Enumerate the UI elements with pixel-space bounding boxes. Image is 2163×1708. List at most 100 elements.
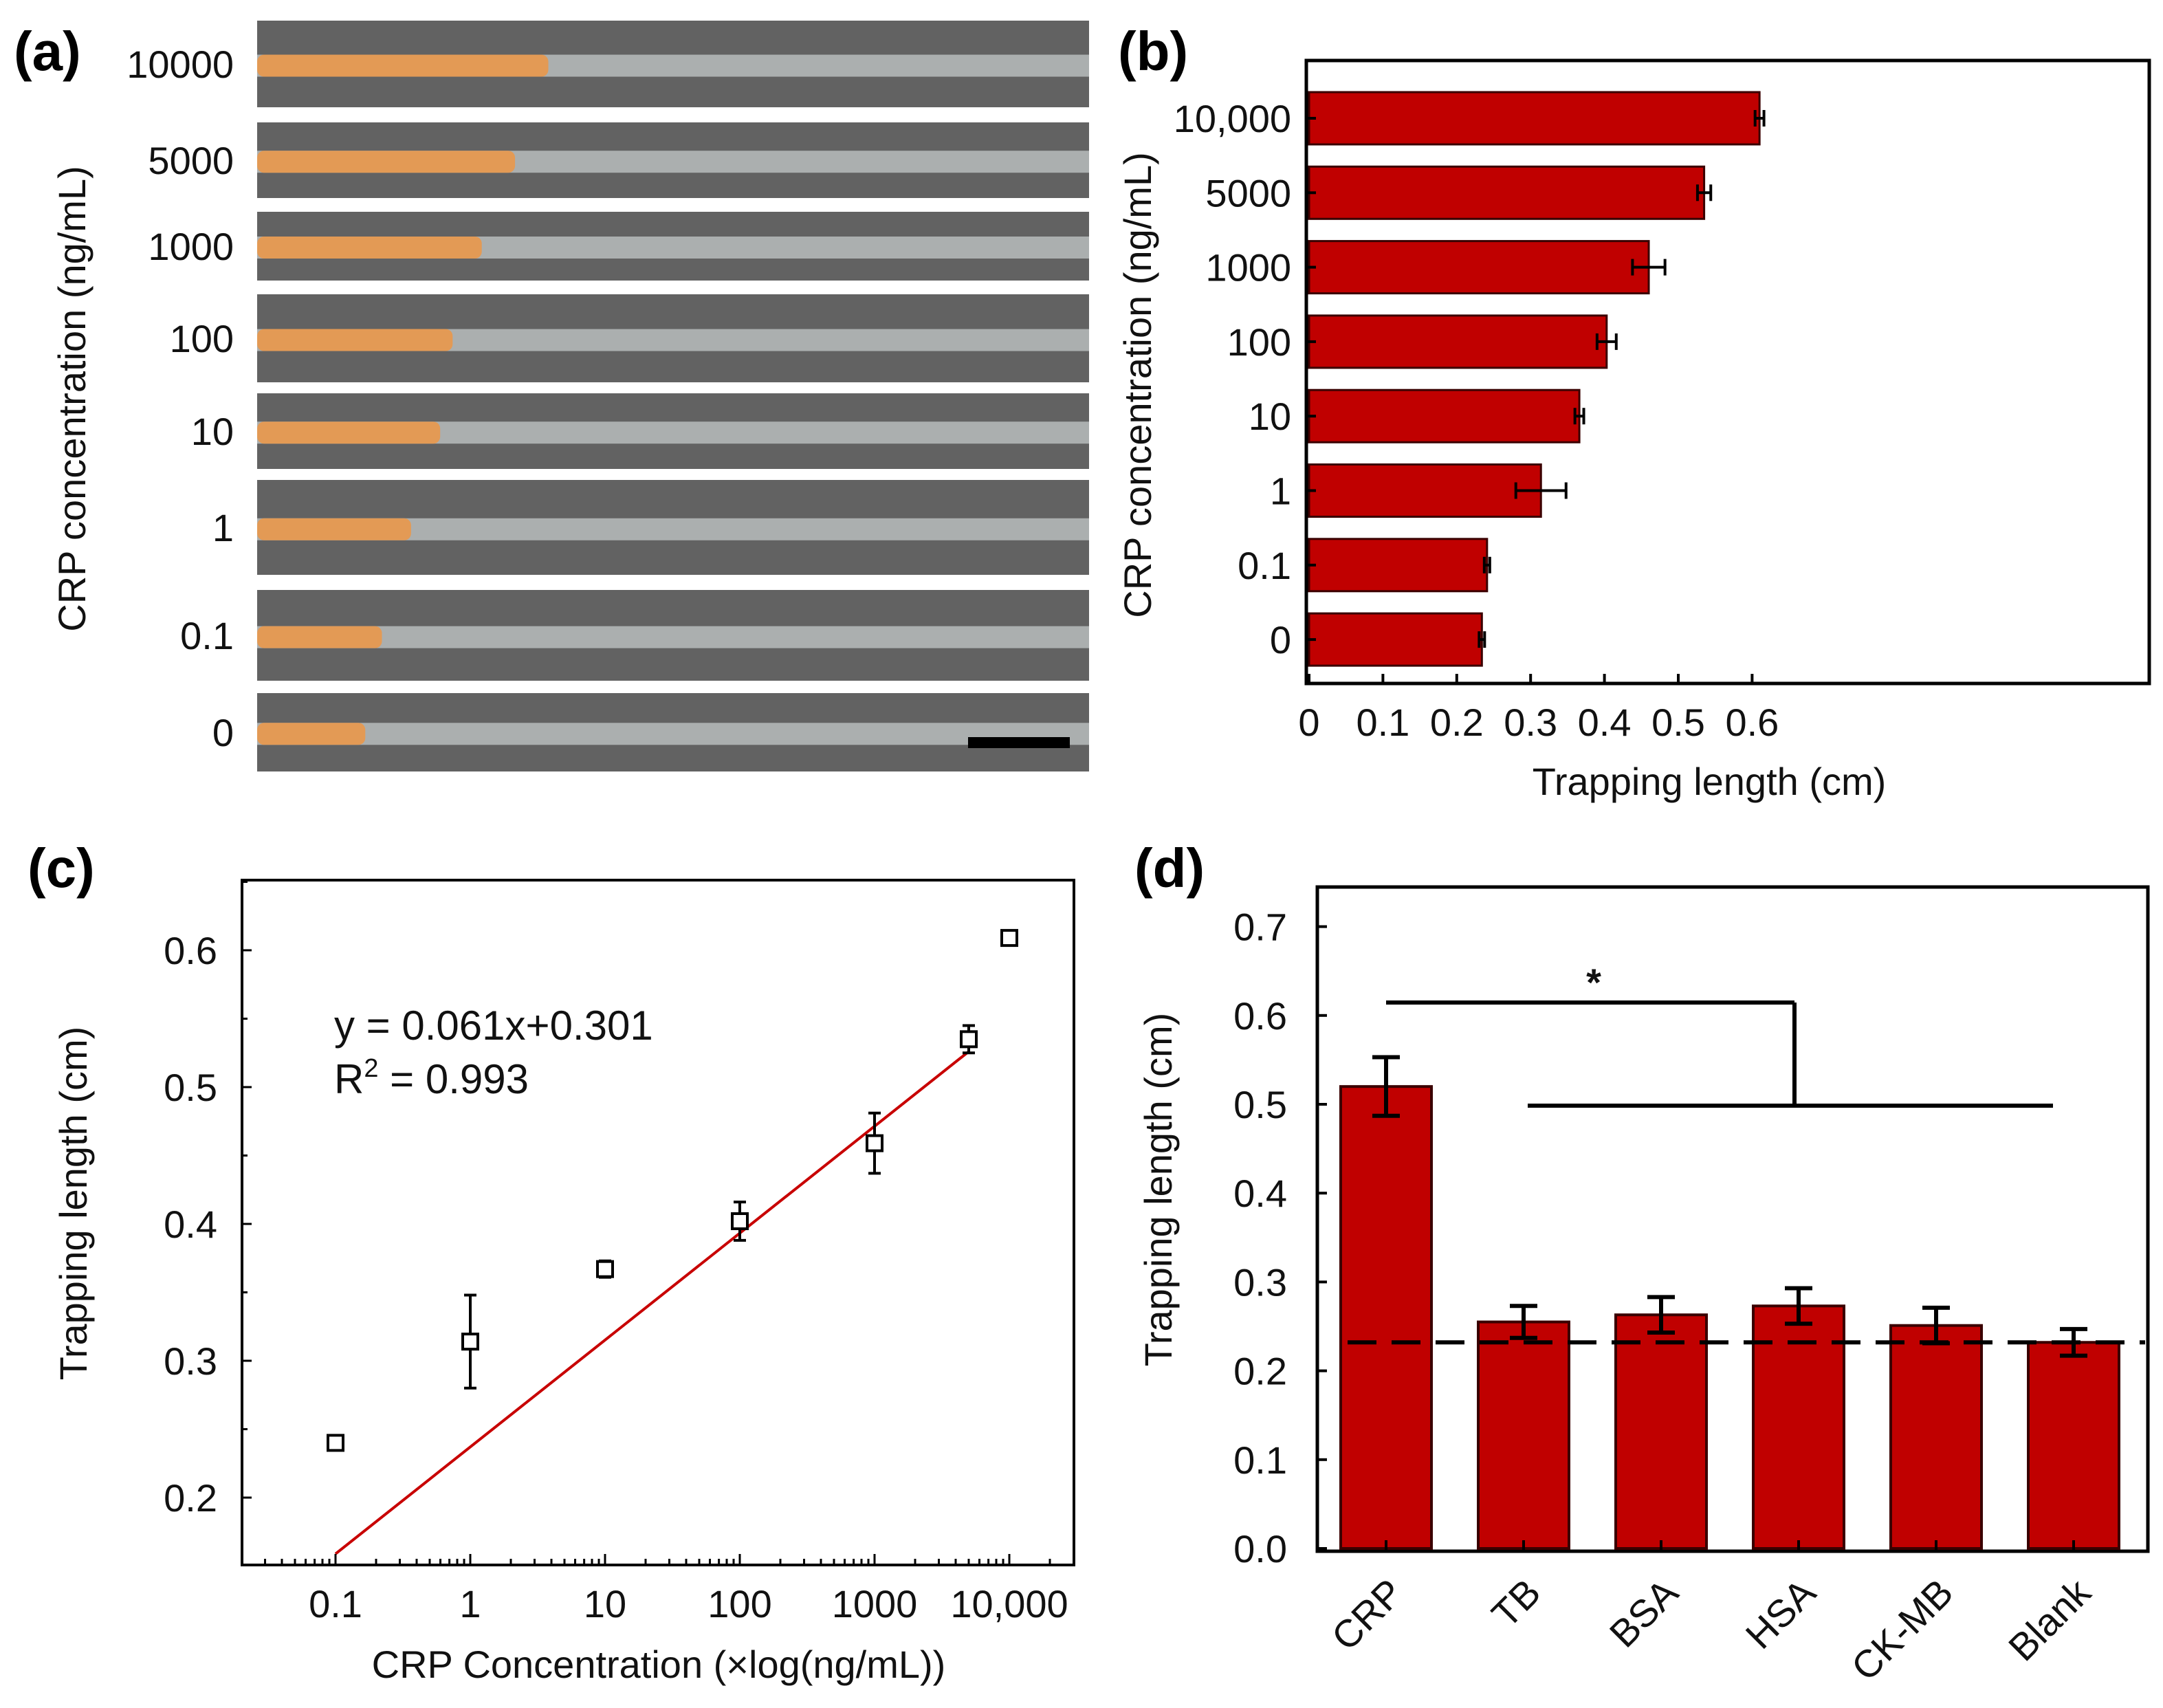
y-tick-label: 0.7 [1233, 906, 1287, 949]
plot-frame [1315, 885, 2150, 1553]
x-tick-label: HSA [1737, 1570, 1824, 1656]
bar [1614, 1313, 1708, 1550]
x-tick-label: 1 [459, 1582, 481, 1625]
bar [1308, 463, 1542, 518]
bar [1308, 165, 1706, 220]
conc-label: 1000 [148, 225, 234, 268]
y-tick-label: 0 [1270, 618, 1291, 661]
x-tick-label: BSA [1601, 1570, 1687, 1655]
x-tick-label: 10 [584, 1582, 626, 1625]
y-tick-label: 0.5 [164, 1066, 217, 1109]
trapped-particles [257, 626, 382, 648]
bar [1477, 1320, 1570, 1551]
x-tick-label: TB [1483, 1570, 1548, 1636]
scale-bar [968, 737, 1070, 748]
y-tick-label: 0.1 [1233, 1438, 1287, 1482]
bar [1308, 91, 1761, 146]
x-tick-label: CRP [1323, 1570, 1411, 1658]
data-point [731, 1212, 749, 1231]
y-tick-label: 0.4 [164, 1203, 217, 1246]
conc-label: 0 [212, 711, 234, 754]
plot-frame [241, 879, 1075, 1566]
fit-line [334, 1050, 970, 1555]
panel-c: (c) 0.1 1 10 100 1000 10,000 0.2 0.3 0.4 0.5 0.6 y… [28, 837, 1075, 1686]
y-tick-label: 0.4 [1233, 1172, 1287, 1215]
r2-superscript: 2 [364, 1054, 378, 1083]
x-tick-label: 100 [707, 1582, 771, 1625]
panel-b: (b) 10,000 5000 1000 100 10 1 0.1 00 0.1 0.2 0.3 0.… [1116, 21, 2151, 803]
x-tick-label: 0.1 [309, 1582, 362, 1625]
x-tick-label: 0.4 [1578, 701, 1632, 744]
x-tick-label: CK-MB [1843, 1570, 1961, 1689]
x-tick-label: 10,000 [950, 1582, 1068, 1625]
panel-d: (d) CRP TB BSA HSA CK-MB Blank 0.0 0.1 0.2 0.3 0.4… [1134, 837, 2150, 1689]
data-point [866, 1134, 883, 1152]
y-tick-label: 0.1 [1238, 544, 1291, 587]
panel-b-xlabel: Trapping length (cm) [1533, 760, 1887, 803]
conc-label: 10000 [127, 43, 234, 86]
trapped-particles [257, 237, 482, 259]
y-tick-label: 0.0 [1233, 1527, 1287, 1570]
y-tick-label: 0.3 [164, 1339, 217, 1383]
data-point [596, 1260, 614, 1278]
trapped-particles [257, 723, 366, 745]
data-point [461, 1333, 479, 1351]
y-tick-label: 100 [1227, 320, 1291, 364]
fit-equation: y = 0.061x+0.301 [334, 1003, 653, 1049]
x-tick-label: 0.6 [1725, 701, 1779, 744]
trapped-particles [257, 329, 453, 351]
plot-frame [1304, 58, 2151, 686]
trapped-particles [257, 54, 549, 77]
y-tick-label: 5000 [1205, 171, 1291, 215]
chart-d-marks: CRP TB BSA HSA CK-MB Blank 0.0 0.1 0.2 0.3 0.4 0.5 0… [1233, 906, 2145, 1689]
r2-prefix: R [334, 1056, 364, 1102]
conc-label: 5000 [148, 139, 234, 182]
trapped-particles [257, 518, 411, 540]
panel-a: (a) CRP concentration (ng/mL) 1000050001… [14, 21, 1089, 771]
data-point [327, 1434, 344, 1452]
y-tick-label: 10,000 [1174, 97, 1291, 140]
y-tick-label: 0.6 [1233, 994, 1287, 1038]
panel-c-xlabel: CRP Concentration (×log(ng/mL)) [372, 1643, 946, 1686]
x-tick-label: 0.5 [1651, 701, 1705, 744]
bar [2027, 1341, 2120, 1550]
y-tick-label: 0.5 [1233, 1083, 1287, 1126]
panel-d-ylabel: Trapping length (cm) [1137, 1013, 1180, 1367]
r2-suffix: = 0.993 [378, 1056, 529, 1102]
significance-star: * [1586, 961, 1601, 1004]
panel-b-label: (b) [1118, 21, 1188, 82]
bar [1308, 240, 1650, 295]
fit-r-squared: R2 = 0.993 [334, 1054, 529, 1102]
x-tick-label: 0.1 [1356, 701, 1409, 744]
photo-strips: 10000 5000 1000 100 10 1 0.1 0 [127, 21, 1089, 771]
panel-a-label: (a) [14, 21, 81, 82]
y-tick-label: 1 [1270, 470, 1291, 513]
conc-label: 100 [170, 317, 234, 360]
bar [1308, 538, 1489, 593]
panel-c-ylabel: Trapping length (cm) [52, 1027, 95, 1381]
conc-label: 10 [191, 410, 234, 453]
panel-d-label: (d) [1134, 837, 1205, 899]
conc-label: 0.1 [180, 614, 234, 657]
capillary-tube [257, 626, 1089, 648]
chart-b-marks: 10,000 5000 1000 100 10 1 0.1 00 0.1 0.2 0.3 0.4 0.5… [1174, 91, 1779, 744]
trapped-particles [257, 151, 516, 173]
conc-label: 1 [212, 506, 234, 549]
x-tick-label: Blank [2000, 1570, 2099, 1669]
panel-a-ylabel: CRP concentration (ng/mL) [50, 166, 94, 632]
x-tick-label: 0 [1298, 701, 1319, 744]
bar [1308, 388, 1581, 444]
data-point [959, 1030, 978, 1049]
x-tick-label: 0.3 [1504, 701, 1557, 744]
y-tick-label: 0.3 [1233, 1260, 1287, 1304]
y-tick-label: 0.2 [164, 1476, 217, 1520]
data-point [1000, 929, 1018, 948]
trapped-particles [257, 421, 441, 444]
bar [1339, 1085, 1433, 1551]
x-tick-label: 1000 [832, 1582, 918, 1625]
y-tick-label: 0.6 [164, 929, 217, 972]
capillary-tube [257, 723, 1089, 745]
x-tick-label: 0.2 [1430, 701, 1484, 744]
chart-c-marks: 0.1 1 10 100 1000 10,000 0.2 0.3 0.4 0.5 0.6 [164, 881, 1068, 1625]
